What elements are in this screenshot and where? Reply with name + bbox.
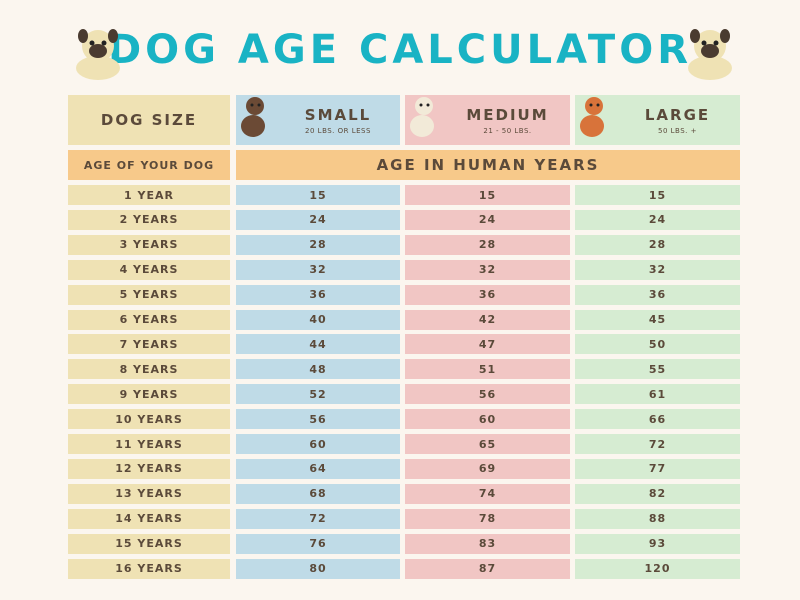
age-cell: 5 YEARS: [68, 284, 230, 305]
age-cell: 9 YEARS: [68, 384, 230, 405]
human-age-cell: 32: [575, 259, 740, 280]
human-age-cell: 28: [236, 234, 400, 255]
human-age-cell: 72: [575, 434, 740, 454]
human-age-cell: 55: [575, 359, 740, 380]
human-age-cell: 56: [236, 409, 400, 430]
human-age-cell: 47: [405, 334, 570, 355]
dog-icon: [241, 97, 265, 137]
human-age-cell: 66: [575, 409, 740, 430]
human-age-cell: 40: [236, 309, 400, 330]
title: DOG AGE CALCULATOR: [107, 27, 693, 73]
human-age-cell: 32: [236, 259, 400, 280]
human-age-cell: 82: [575, 483, 740, 504]
age-cell: 2 YEARS: [68, 209, 230, 230]
human-age-cell: 64: [236, 458, 400, 479]
age-header: AGE OF YOUR DOG: [68, 150, 230, 180]
size-name: MEDIUM: [466, 105, 549, 124]
human-age-cell: 76: [236, 533, 400, 554]
human-age-cell: 74: [405, 483, 570, 504]
dog-size-header: DOG SIZE: [68, 95, 230, 145]
age-cell: 8 YEARS: [68, 359, 230, 380]
size-name: LARGE: [644, 105, 711, 124]
human-age-cell: 42: [405, 309, 570, 330]
human-age-cell: 50: [575, 334, 740, 355]
human-age-cell: 15: [236, 185, 400, 205]
human-age-cell: 36: [405, 284, 570, 305]
human-age-cell: 32: [405, 259, 570, 280]
human-age-cell: 60: [236, 434, 400, 454]
human-age-cell: 60: [405, 409, 570, 430]
age-cell: 15 YEARS: [68, 533, 230, 554]
size-weight: 20 LBS. OR LESS: [305, 126, 371, 135]
pug-icon: [688, 29, 732, 80]
human-age-cell: 80: [236, 558, 400, 579]
age-cell: 6 YEARS: [68, 309, 230, 330]
human-age-header: AGE IN HUMAN YEARS: [236, 150, 740, 180]
size-weight: 50 LBS. +: [658, 126, 697, 135]
pug-icon: [76, 29, 120, 80]
human-age-cell: 87: [405, 558, 570, 579]
age-cell: 4 YEARS: [68, 259, 230, 280]
human-age-cell: 61: [575, 384, 740, 405]
size-name: SMALL: [304, 105, 372, 124]
age-cell: 3 YEARS: [68, 234, 230, 255]
age-cell: 16 YEARS: [68, 558, 230, 579]
human-age-cell: 44: [236, 334, 400, 355]
human-age-cell: 65: [405, 434, 570, 454]
human-age-cell: 36: [575, 284, 740, 305]
human-age-cell: 15: [575, 185, 740, 205]
human-age-cell: 56: [405, 384, 570, 405]
human-age-cell: 36: [236, 284, 400, 305]
human-age-cell: 51: [405, 359, 570, 380]
age-cell: 7 YEARS: [68, 334, 230, 355]
human-age-cell: 52: [236, 384, 400, 405]
human-age-cell: 24: [405, 209, 570, 230]
human-age-cell: 78: [405, 508, 570, 529]
age-cell: 10 YEARS: [68, 409, 230, 430]
age-cell: 1 YEAR: [68, 185, 230, 205]
age-cell: 14 YEARS: [68, 508, 230, 529]
human-age-cell: 88: [575, 508, 740, 529]
human-age-cell: 68: [236, 483, 400, 504]
age-cell: 13 YEARS: [68, 483, 230, 504]
human-age-cell: 72: [236, 508, 400, 529]
dog-icon: [410, 97, 434, 137]
dog-icon: [580, 97, 604, 137]
age-cell: 12 YEARS: [68, 458, 230, 479]
size-header: LARGE 50 LBS. +: [575, 95, 740, 145]
human-age-cell: 83: [405, 533, 570, 554]
human-age-cell: 77: [575, 458, 740, 479]
human-age-cell: 48: [236, 359, 400, 380]
human-age-cell: 28: [405, 234, 570, 255]
human-age-cell: 69: [405, 458, 570, 479]
human-age-cell: 15: [405, 185, 570, 205]
human-age-cell: 45: [575, 309, 740, 330]
human-age-cell: 28: [575, 234, 740, 255]
human-age-cell: 120: [575, 558, 740, 579]
size-weight: 21 - 50 LBS.: [483, 126, 532, 135]
human-age-cell: 93: [575, 533, 740, 554]
human-age-cell: 24: [575, 209, 740, 230]
age-cell: 11 YEARS: [68, 434, 230, 454]
human-age-cell: 24: [236, 209, 400, 230]
